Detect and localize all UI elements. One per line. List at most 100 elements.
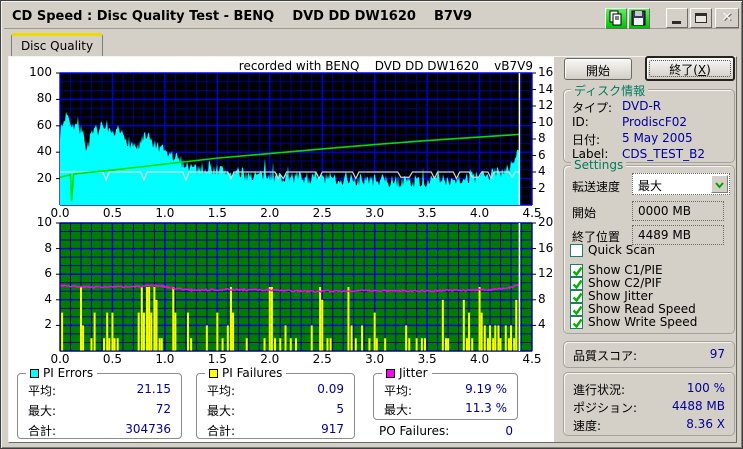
end-pos-field[interactable]: 4489 MB — [632, 225, 724, 245]
stat-value: 5 — [336, 402, 344, 416]
right-axis-tick-label: 10 — [538, 114, 554, 129]
stat-value: 304736 — [125, 422, 171, 436]
stat-label: 平均: — [384, 384, 413, 398]
x-axis-tick-label: 0.0 — [50, 206, 70, 220]
show-read-speed-checkbox[interactable]: Show Read Speed — [570, 302, 696, 316]
checkbox-label: Show Jitter — [588, 289, 653, 303]
stat-label: 最大: — [28, 404, 57, 418]
speed-value: 8.36 X — [686, 417, 725, 431]
quality-score-value: 97 — [709, 347, 725, 361]
x-axis-tick-label: 1.5 — [207, 352, 227, 366]
left-axis-tick-label: 2 — [44, 317, 52, 332]
tab-disc-quality[interactable]: Disc Quality — [11, 33, 103, 57]
exit-button[interactable]: 終了(X) — [645, 56, 735, 81]
check-icon — [572, 305, 583, 315]
jitter-legend-box: Jitter 平均: 9.19 % 最大: 11.3 % — [373, 366, 518, 420]
pi-errors-title: PI Errors — [43, 366, 94, 380]
disc-date-value: 5 May 2005 — [622, 131, 693, 145]
show-c2-pif-checkbox[interactable]: Show C2/PIF — [570, 276, 662, 290]
chevron-down-icon — [715, 182, 724, 189]
settings-group: Settings 転送速度 最大 開始 0000 MB 終了位置 4489 MB… — [563, 158, 735, 334]
transfer-speed-select[interactable]: 最大 — [632, 173, 730, 195]
po-failures-label: PO Failures: — [379, 424, 450, 438]
speed-label: 速度: — [573, 419, 602, 433]
save-button[interactable] — [628, 8, 650, 29]
disc-label-label: Label: — [572, 147, 609, 161]
po-failures-value: 0 — [505, 424, 513, 438]
disc-id-value: ProdiscF02 — [622, 115, 688, 129]
x-axis-tick-label: 2.5 — [312, 352, 332, 366]
right-axis-tick-label: 16 — [538, 240, 554, 255]
po-failures-row: PO Failures: 0 — [379, 424, 513, 438]
maximize-button[interactable] — [690, 8, 712, 28]
left-axis-tick-label: 20 — [36, 170, 52, 185]
start-pos-field[interactable]: 0000 MB — [632, 201, 724, 221]
chart-svg — [56, 72, 536, 206]
start-button[interactable]: 開始 — [564, 58, 632, 80]
close-icon: ✕ — [721, 10, 733, 25]
progress-value: 100 % — [686, 381, 725, 395]
right-axis-tick-label: 14 — [538, 81, 554, 96]
show-c1-pie-checkbox[interactable]: Show C1/PIE — [570, 263, 663, 277]
x-axis-tick-label: 4.5 — [522, 352, 542, 366]
chart-svg — [56, 222, 536, 352]
stat-value: 917 — [321, 422, 344, 436]
x-axis-tick-label: 3.5 — [417, 352, 437, 366]
right-axis-tick-label: 6 — [538, 147, 546, 162]
copy-icon — [609, 10, 622, 26]
stat-value: 9.19 % — [465, 382, 507, 396]
close-button[interactable]: ✕ — [715, 8, 739, 28]
stat-value: 21.15 — [136, 382, 171, 396]
progress-label: 進行状況: — [573, 383, 626, 397]
checkbox-box — [570, 302, 583, 316]
stat-label: 平均: — [28, 384, 57, 398]
start-pos-label: 開始 — [572, 206, 597, 220]
right-axis-tick-label: 20 — [538, 215, 554, 229]
checkbox-label: Show Write Speed — [588, 315, 698, 329]
position-value: 4488 MB — [672, 399, 725, 413]
right-axis-tick-label: 12 — [538, 266, 554, 281]
show-write-speed-checkbox[interactable]: Show Write Speed — [570, 315, 697, 329]
quick-scan-checkbox[interactable]: Quick Scan — [570, 243, 655, 257]
disc-type-value: DVD-R — [622, 99, 662, 113]
left-axis-tick-label: 40 — [36, 144, 52, 159]
x-axis-tick-label: 4.0 — [470, 352, 490, 366]
left-axis-tick-label: 60 — [36, 117, 52, 132]
right-axis-tick-label: 4 — [538, 317, 546, 332]
left-axis-tick-label: 4 — [44, 291, 52, 306]
copy-to-clipboard-button[interactable] — [605, 8, 627, 29]
left-axis-tick-label: 6 — [44, 266, 52, 281]
minimize-button[interactable] — [666, 8, 688, 28]
transfer-speed-value: 最大 — [638, 179, 663, 193]
disc-label-value: CDS_TEST_B2 — [622, 147, 705, 161]
right-axis-tick-label: 12 — [538, 98, 554, 112]
x-axis-tick-label: 3.0 — [365, 206, 385, 220]
tab-label: Disc Quality — [20, 39, 94, 53]
check-icon — [572, 318, 583, 328]
disc-type-label: タイプ: — [572, 101, 613, 115]
checkbox-label: Quick Scan — [588, 243, 655, 257]
transfer-speed-label: 転送速度 — [572, 180, 621, 194]
x-axis-tick-label: 4.0 — [470, 206, 490, 220]
x-axis-tick-label: 0.5 — [102, 206, 122, 220]
disc-id-label: ID: — [572, 115, 589, 129]
left-axis-tick-label: 100 — [29, 65, 52, 79]
disc-info-title: ディスク情報 — [571, 82, 649, 99]
maximize-icon — [695, 13, 707, 23]
show-jitter-checkbox[interactable]: Show Jitter — [570, 289, 653, 303]
checkbox-box — [570, 263, 583, 277]
x-axis-tick-label: 2.0 — [260, 206, 280, 220]
check-icon — [572, 292, 583, 302]
focus-rect — [649, 60, 731, 77]
start-button-label: 開始 — [585, 64, 610, 78]
x-axis-tick-label: 1.0 — [155, 352, 175, 366]
stat-label: 最大: — [207, 404, 236, 418]
jitter-swatch — [386, 368, 395, 378]
dropdown-arrow-button[interactable] — [711, 175, 728, 193]
right-axis-tick-label: 8 — [538, 291, 546, 306]
x-axis-tick-label: 3.5 — [417, 206, 437, 220]
title-bar: CD Speed : Disc Quality Test - BENQ DVD … — [4, 4, 739, 29]
quality-score-label: 品質スコア: — [573, 349, 638, 363]
pi-failures-swatch — [209, 368, 218, 378]
